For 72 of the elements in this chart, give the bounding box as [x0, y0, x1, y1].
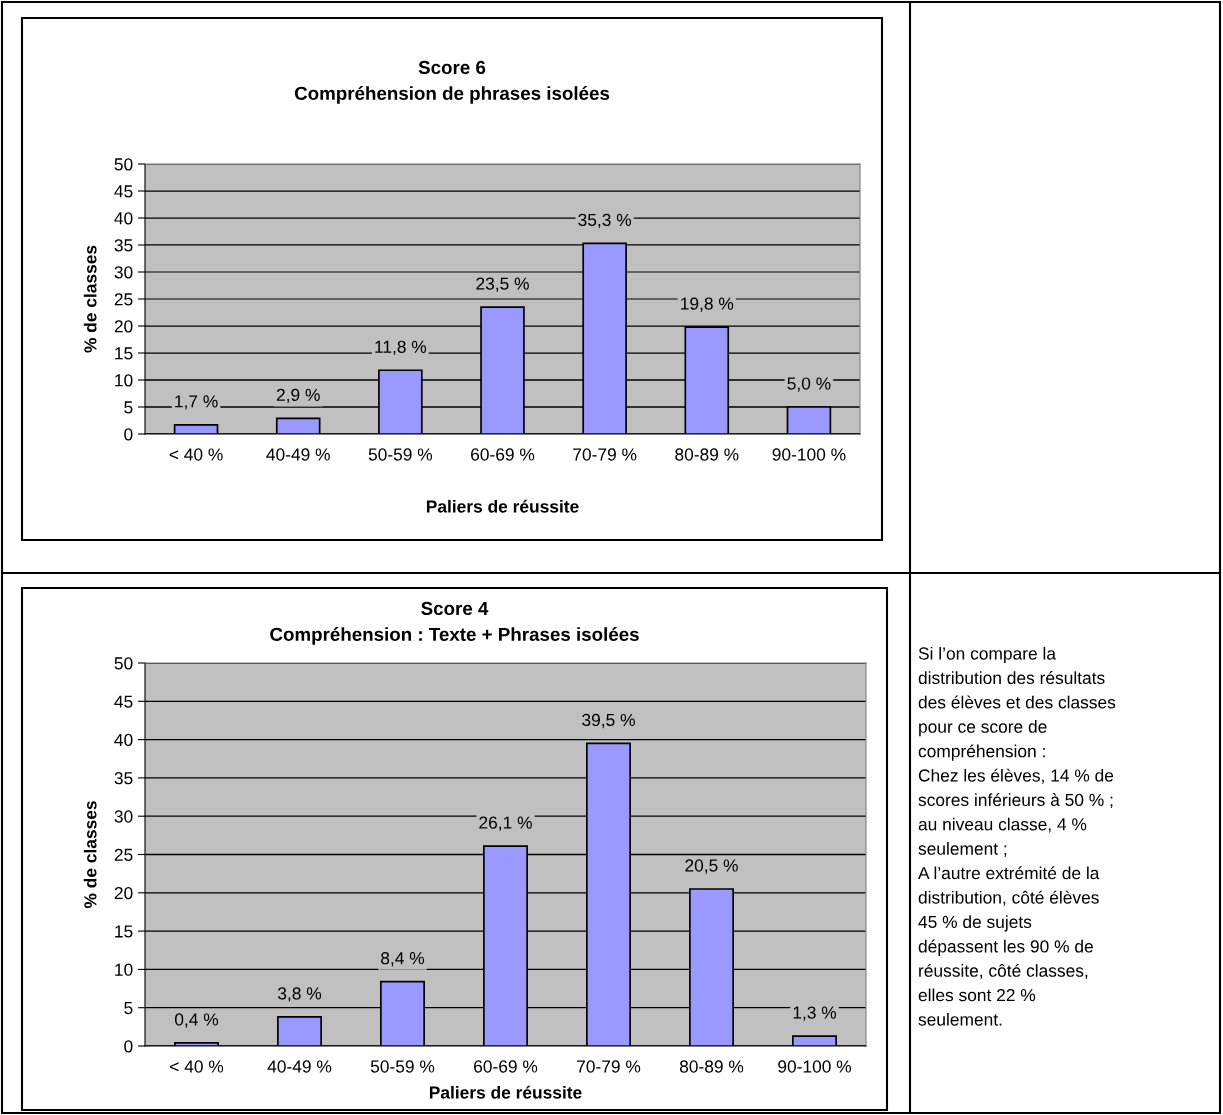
text: scores inférieurs à 50 % ;: [918, 793, 1113, 809]
y-tick-label: 45: [114, 185, 133, 198]
text: seulement.: [918, 1012, 1002, 1026]
data-label: 39,5 %: [582, 713, 635, 729]
y-tick-label: 15: [115, 925, 133, 938]
data-label: 11,8 %: [375, 340, 427, 356]
data-label: 8,4 %: [381, 952, 425, 967]
text: Si l’on compare la: [918, 646, 1056, 664]
x-tick-label: 50-59 %: [370, 1060, 435, 1073]
chart-title: Score 4 Compréhension : Texte + Phrases isolées: [270, 601, 639, 645]
y-tick-label: 0: [124, 1040, 133, 1053]
data-label: 20,5 %: [685, 859, 738, 874]
text: elles sont 22 %: [918, 988, 1036, 1002]
text: au niveau classe, 4 %: [918, 817, 1087, 833]
y-tick-label: 45: [114, 695, 133, 708]
x-tick-label: 40-49 %: [267, 1060, 332, 1073]
y-tick-label: 20: [114, 886, 133, 900]
y-tick-label: 5: [124, 1002, 133, 1015]
y-tick-label: 35: [114, 772, 133, 785]
data-label: 26,1 %: [479, 816, 532, 831]
x-tick-label: 40-49 %: [266, 448, 330, 461]
x-tick-label: 90-100 %: [772, 448, 846, 461]
x-axis-title: Paliers de réussite: [426, 499, 579, 513]
text: distribution des résultats: [918, 671, 1105, 685]
data-label: 0,4 %: [174, 1013, 219, 1028]
text: réussite, côté classes,: [919, 963, 1088, 979]
text: distribution, côté élèves: [918, 890, 1099, 906]
y-tick-label: 35: [114, 239, 133, 252]
data-label: 23,5 %: [476, 277, 529, 292]
x-tick-label: 80-89 %: [675, 448, 739, 461]
data-label: 2,9 %: [276, 388, 320, 404]
text: dépassent les 90 % de: [918, 939, 1093, 956]
y-tick-label: 15: [115, 347, 133, 360]
x-tick-label: 80-89 %: [679, 1060, 744, 1073]
y-tick-label: 20: [114, 320, 133, 333]
x-tick-label: 60-69 %: [474, 1060, 538, 1073]
text: A l’autre extrémité de la: [918, 866, 1100, 880]
y-axis-title: % de classes: [83, 801, 97, 909]
data-label: 19,8 %: [681, 297, 734, 312]
y-tick-label: 5: [124, 401, 133, 414]
y-tick-label: 25: [114, 848, 133, 861]
x-tick-label: 70-79 %: [573, 448, 637, 461]
y-tick-label: 0: [124, 428, 133, 441]
y-axis-title: % de classes: [83, 245, 97, 353]
x-axis-title: Paliers de réussite: [429, 1085, 582, 1099]
data-label: 3,8 %: [277, 987, 322, 1002]
data-label: 35,3 %: [578, 213, 632, 229]
x-tick-label: < 40 %: [170, 1060, 224, 1073]
chart-title: Score 6 Compréhension de phrases isolées: [294, 60, 610, 104]
y-tick-label: 50: [114, 657, 133, 670]
data-label: 5,0 %: [787, 377, 831, 392]
text: compréhension :: [918, 744, 1045, 761]
y-tick-label: 40: [114, 212, 133, 225]
data-label: 1,3 %: [793, 1006, 837, 1021]
y-tick-label: 30: [114, 266, 133, 279]
y-tick-label: 40: [114, 733, 133, 747]
y-tick-label: 50: [114, 158, 133, 171]
text: Chez les élèves, 14 % de: [918, 768, 1114, 784]
x-tick-label: 60-69 %: [471, 448, 535, 461]
x-tick-label: 50-59 %: [368, 448, 433, 461]
data-label: 1,7 %: [175, 395, 218, 410]
text: 45 % de sujets: [918, 915, 1032, 932]
y-tick-label: 10: [115, 963, 133, 976]
text: seulement ;: [918, 842, 1007, 857]
text: pour ce score de: [919, 720, 1047, 737]
x-tick-label: 90-100 %: [778, 1060, 852, 1073]
y-tick-label: 25: [114, 293, 133, 306]
text: des élèves et des classes: [918, 695, 1116, 709]
y-tick-label: 10: [115, 374, 133, 387]
x-tick-label: 70-79 %: [577, 1060, 641, 1073]
x-tick-label: < 40 %: [169, 448, 223, 461]
y-tick-label: 30: [114, 810, 133, 823]
